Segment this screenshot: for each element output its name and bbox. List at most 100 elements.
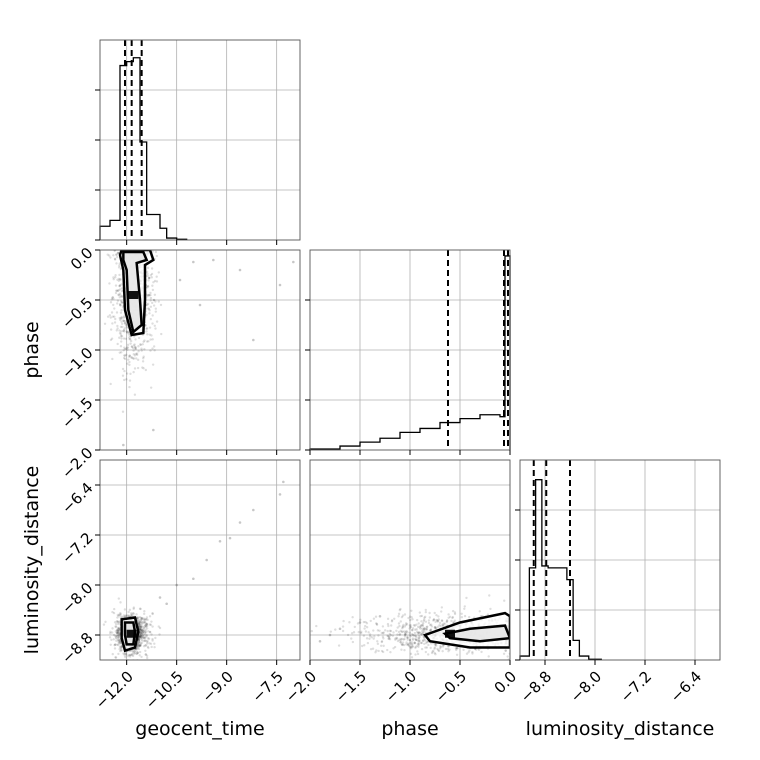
scatter-point <box>142 639 146 643</box>
scatter-point <box>135 357 138 360</box>
scatter-point <box>136 651 140 654</box>
scatter-point <box>119 646 122 649</box>
scatter-point <box>110 311 114 314</box>
scatter-point <box>397 612 401 616</box>
scatter-point <box>114 630 118 633</box>
scatter-point <box>434 625 437 629</box>
scatter-point <box>390 620 394 623</box>
scatter-point <box>130 653 134 657</box>
scatter-point <box>145 340 149 343</box>
scatter-point <box>129 653 132 657</box>
scatter-point <box>218 539 222 543</box>
scatter-point <box>413 631 417 635</box>
scatter-point <box>410 616 413 619</box>
scatter-point <box>137 622 141 626</box>
scatter-point <box>116 278 119 281</box>
scatter-point <box>122 316 125 319</box>
scatter-point <box>417 639 420 643</box>
scatter-point <box>395 629 398 633</box>
scatter-point <box>141 629 144 632</box>
scatter-point <box>148 623 152 626</box>
scatter-point <box>417 622 420 625</box>
scatter-point <box>131 357 135 360</box>
scatter-point <box>386 634 390 638</box>
scatter-point <box>138 644 141 648</box>
scatter-point <box>145 618 148 621</box>
scatter-point <box>146 333 149 336</box>
scatter-point <box>441 649 444 653</box>
scatter-point <box>111 627 114 630</box>
contour-outer-geocent_time_vs_phase <box>118 250 155 337</box>
scatter-point <box>432 649 435 653</box>
scatter-point <box>436 647 439 651</box>
scatter-point <box>130 355 133 359</box>
scatter-point <box>434 643 437 646</box>
scatter-point <box>127 610 130 614</box>
scatter-point <box>139 634 143 638</box>
scatter-point <box>128 360 131 364</box>
scatter-point <box>422 636 426 639</box>
scatter-point <box>198 303 202 307</box>
scatter-point <box>145 634 148 638</box>
scatter-point <box>402 623 405 627</box>
scatter-point <box>417 642 421 645</box>
scatter-point <box>118 262 121 265</box>
scatter-point <box>140 627 144 630</box>
scatter-point <box>109 328 113 331</box>
scatter-point <box>363 644 366 647</box>
scatter-point <box>138 628 141 631</box>
scatter-point <box>416 652 420 656</box>
scatter-point <box>116 342 119 346</box>
scatter-point <box>140 655 143 659</box>
scatter-point <box>504 649 507 652</box>
scatter-point <box>147 307 150 310</box>
scatter-point <box>116 289 120 292</box>
scatter-point <box>141 366 144 369</box>
scatter-point <box>397 630 401 634</box>
scatter-point <box>117 626 120 630</box>
histogram-step-luminosity_distance <box>519 479 602 660</box>
scatter-point <box>130 652 134 656</box>
scatter-point <box>350 632 354 635</box>
scatter-point <box>144 368 148 372</box>
scatter-point <box>151 625 154 628</box>
scatter-point <box>125 323 128 327</box>
scatter-point <box>125 653 128 656</box>
scatter-point <box>446 647 450 651</box>
scatter-point <box>109 632 112 635</box>
scatter-point <box>440 619 444 622</box>
scatter-point <box>403 625 407 628</box>
scatter-point <box>403 613 407 616</box>
scatter-point <box>115 629 119 632</box>
scatter-point <box>423 615 427 619</box>
scatter-point <box>120 646 123 650</box>
scatter-point <box>441 645 445 648</box>
scatter-point <box>408 638 412 642</box>
scatter-point <box>144 635 147 639</box>
scatter-point <box>146 272 149 276</box>
scatter-point <box>130 613 133 616</box>
scatter-point <box>126 343 130 347</box>
scatter-point <box>147 637 151 640</box>
scatter-point <box>382 637 385 640</box>
scatter-point <box>142 645 146 648</box>
scatter-point <box>139 618 142 622</box>
scatter-point <box>445 620 448 624</box>
scatter-point <box>371 647 375 650</box>
scatter-point <box>132 607 135 611</box>
scatter-point <box>150 334 153 337</box>
scatter-point <box>108 254 111 257</box>
scatter-point <box>399 629 403 633</box>
scatter-point <box>329 630 333 633</box>
scatter-point <box>143 620 146 624</box>
scatter-point <box>127 358 130 361</box>
scatter-point <box>120 289 124 293</box>
scatter-point <box>447 644 450 648</box>
scatter-point <box>427 643 430 647</box>
scatter-point <box>143 339 146 342</box>
scatter-point <box>108 282 111 285</box>
scatter-point <box>431 650 434 653</box>
scatter-point <box>423 626 426 630</box>
scatter-point <box>503 599 506 602</box>
contour-inner-geocent_time_vs_phase <box>122 250 149 335</box>
